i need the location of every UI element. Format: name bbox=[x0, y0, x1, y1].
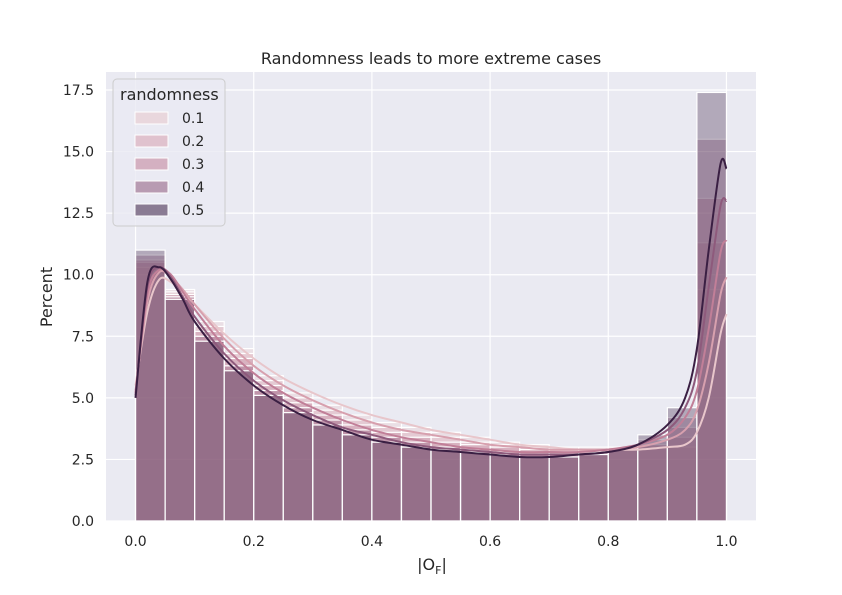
y-tick-label: 5.0 bbox=[72, 391, 94, 407]
legend-label: 0.1 bbox=[182, 111, 204, 127]
histogram-bar bbox=[164, 298, 196, 522]
histogram-bar bbox=[459, 451, 491, 522]
histogram-bar bbox=[223, 357, 255, 522]
histogram-bar bbox=[164, 293, 196, 522]
histogram-bar bbox=[253, 394, 284, 522]
histogram-bar bbox=[312, 424, 343, 522]
legend-item-0.1: 0.1 bbox=[134, 111, 204, 127]
y-tick-label: 7.5 bbox=[72, 329, 94, 345]
histogram-bar bbox=[253, 389, 284, 522]
chart-title: Randomness leads to more extreme cases bbox=[261, 49, 601, 68]
legend-swatch bbox=[134, 134, 169, 148]
histogram-bar bbox=[312, 419, 343, 522]
legend-swatch bbox=[134, 157, 169, 171]
legend-label: 0.4 bbox=[182, 180, 204, 196]
histogram-bar bbox=[194, 340, 225, 522]
histogram-bar bbox=[548, 456, 580, 522]
histogram-bar bbox=[666, 436, 698, 522]
histogram-bar bbox=[400, 446, 432, 522]
y-axis-label: Percent bbox=[37, 267, 56, 327]
legend-swatch bbox=[134, 203, 169, 217]
histogram-bar bbox=[194, 320, 225, 522]
histogram-bar bbox=[578, 446, 609, 522]
histogram-bar bbox=[607, 448, 639, 522]
histogram-bar bbox=[253, 380, 284, 522]
legend-items: 0.1 0.2 0.3 0.4 0.5 bbox=[134, 111, 204, 219]
histogram-bar bbox=[459, 444, 491, 522]
histogram-bar bbox=[578, 453, 609, 522]
legend-item-0.5: 0.5 bbox=[134, 203, 204, 219]
histogram-bar bbox=[666, 426, 698, 522]
x-axis-label-main: |O bbox=[417, 555, 435, 574]
bar-series-0.1 bbox=[134, 266, 728, 522]
kde-line-0.4 bbox=[134, 197, 728, 456]
legend-title: randomness bbox=[120, 85, 219, 104]
legend-item-0.2: 0.2 bbox=[134, 134, 204, 150]
histogram-bar bbox=[430, 446, 462, 522]
histogram-bar bbox=[489, 446, 521, 522]
y-tick-label: 2.5 bbox=[72, 452, 94, 468]
histogram-bar bbox=[341, 434, 373, 522]
histogram-bar bbox=[282, 412, 314, 522]
histogram-bar bbox=[637, 444, 668, 522]
x-axis-label-subscript: F bbox=[435, 564, 441, 577]
histogram-bar bbox=[489, 453, 521, 522]
kde-line-0.3 bbox=[134, 239, 728, 454]
x-tick-label: 0.4 bbox=[361, 534, 383, 550]
histogram-bar bbox=[194, 335, 225, 522]
histogram-bar bbox=[548, 453, 580, 522]
x-axis-label-end: | bbox=[441, 555, 446, 574]
y-tick-label: 0.0 bbox=[72, 514, 94, 530]
histogram-bar bbox=[371, 441, 403, 522]
histogram-bar bbox=[134, 249, 166, 522]
legend: randomness 0.1 0.2 0.3 0.4 0.5 bbox=[112, 78, 226, 227]
kde-line-0.5 bbox=[134, 157, 728, 459]
y-tick-label: 10.0 bbox=[63, 268, 94, 284]
histogram-bar bbox=[519, 446, 550, 522]
histogram-bars bbox=[134, 91, 728, 522]
x-tick-label: 0.2 bbox=[243, 534, 265, 550]
kde-curves bbox=[134, 157, 728, 459]
histogram-bar bbox=[164, 288, 196, 522]
histogram-bar bbox=[223, 370, 255, 522]
legend-item-0.4: 0.4 bbox=[134, 180, 204, 196]
x-axis-label: |OF| bbox=[417, 555, 447, 577]
histogram-bar bbox=[548, 451, 580, 522]
legend-swatch bbox=[134, 111, 169, 125]
kde-line-0.2 bbox=[134, 269, 728, 451]
histogram-bar bbox=[430, 448, 462, 522]
histogram-bar bbox=[371, 431, 403, 522]
tick-labels: 0.0 0.2 0.4 0.6 0.8 1.0 0.0 2.5 5.0 7.5 10.0 12.5 15… bbox=[63, 83, 738, 550]
histogram-bar bbox=[578, 451, 609, 522]
histogram-bar bbox=[519, 456, 550, 522]
y-tick-label: 17.5 bbox=[63, 83, 94, 99]
bar-series-0.5 bbox=[134, 91, 728, 522]
histogram-bar bbox=[578, 453, 609, 522]
legend-item-0.3: 0.3 bbox=[134, 157, 204, 173]
histogram-bar bbox=[282, 402, 314, 522]
x-tick-label: 1.0 bbox=[715, 534, 737, 550]
x-tick-label: 0.8 bbox=[597, 534, 619, 550]
x-tick-label: 0.6 bbox=[479, 534, 501, 550]
legend-label: 0.2 bbox=[182, 134, 204, 150]
legend-label: 0.3 bbox=[182, 157, 204, 173]
y-tick-label: 12.5 bbox=[63, 206, 94, 222]
legend-swatch bbox=[134, 180, 169, 194]
x-tick-label: 0.0 bbox=[124, 534, 146, 550]
y-tick-label: 15.0 bbox=[63, 145, 94, 161]
legend-label: 0.5 bbox=[182, 203, 204, 219]
